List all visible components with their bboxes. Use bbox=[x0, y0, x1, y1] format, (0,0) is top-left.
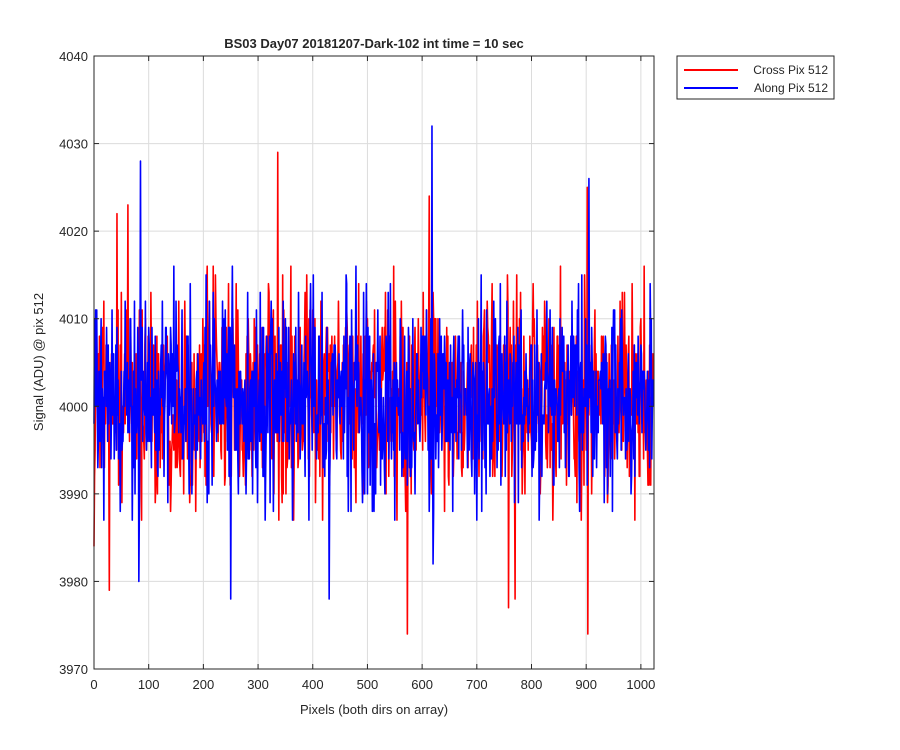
y-tick-label: 3970 bbox=[59, 662, 88, 677]
y-tick-label: 4020 bbox=[59, 224, 88, 239]
x-tick-label: 700 bbox=[466, 677, 488, 692]
x-tick-label: 500 bbox=[357, 677, 379, 692]
x-tick-label: 900 bbox=[575, 677, 597, 692]
x-tick-label: 300 bbox=[247, 677, 269, 692]
chart-title: BS03 Day07 20181207-Dark-102 int time = … bbox=[224, 36, 524, 51]
legend: Cross Pix 512 Along Pix 512 bbox=[676, 55, 835, 100]
x-tick-label: 400 bbox=[302, 677, 324, 692]
x-tick-label: 800 bbox=[521, 677, 543, 692]
y-tick-label: 4010 bbox=[59, 312, 88, 327]
y-tick-label: 3990 bbox=[59, 487, 88, 502]
x-tick-label: 200 bbox=[193, 677, 215, 692]
y-axis-label: Signal (ADU) @ pix 512 bbox=[31, 293, 46, 431]
series-line-along bbox=[93, 125, 655, 600]
y-tick-label: 4040 bbox=[59, 49, 88, 64]
x-tick-label: 600 bbox=[411, 677, 433, 692]
x-tick-labels: 0 100 200 300 400 500 600 700 800 900 1000 bbox=[90, 677, 655, 692]
y-tick-label: 4030 bbox=[59, 137, 88, 152]
tick-marks bbox=[93, 55, 654, 670]
legend-box bbox=[676, 55, 835, 100]
x-tick-label: 0 bbox=[90, 677, 97, 692]
x-tick-label: 100 bbox=[138, 677, 160, 692]
x-tick-label: 1000 bbox=[626, 677, 655, 692]
y-tick-label: 4000 bbox=[59, 399, 88, 414]
plot-frame bbox=[93, 55, 655, 670]
x-axis-label: Pixels (both dirs on array) bbox=[300, 702, 448, 717]
y-tick-label: 3980 bbox=[59, 574, 88, 589]
y-tick-labels: 3970 3980 3990 4000 4010 4020 4030 4040 bbox=[59, 49, 88, 677]
legend-label-cross: Cross Pix 512 bbox=[753, 63, 828, 77]
legend-label-along: Along Pix 512 bbox=[754, 81, 828, 95]
series-layer bbox=[93, 125, 655, 635]
